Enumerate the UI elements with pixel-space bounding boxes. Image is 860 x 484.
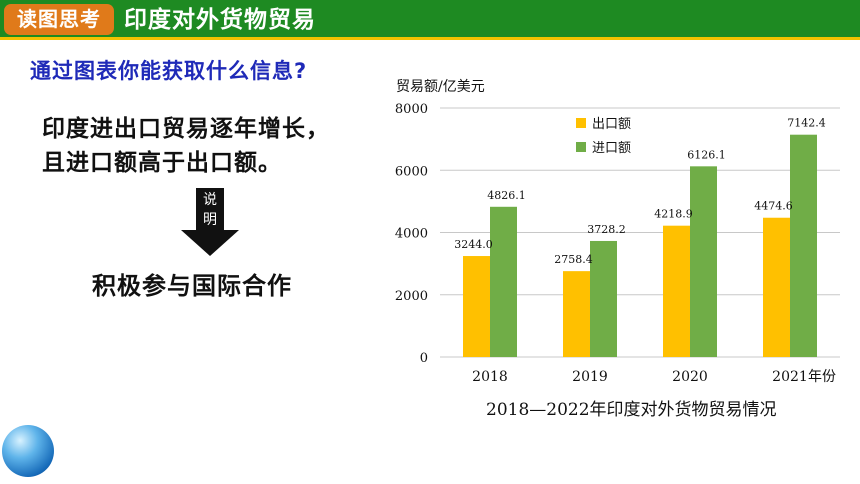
bar-export (663, 225, 690, 357)
explain-box (196, 188, 224, 232)
header-bar: 读图思考 印度对外货物贸易 (0, 0, 860, 40)
section-badge: 读图思考 (4, 4, 114, 35)
explain-label: 说 明 (196, 190, 224, 230)
page-title: 印度对外货物贸易 (124, 7, 316, 33)
bar-export (563, 271, 590, 357)
bar-import (690, 166, 717, 357)
data-label: 3728.2 (587, 223, 626, 236)
x-tick-label: 2019 (572, 369, 608, 385)
y-tick-label: 8000 (395, 102, 428, 117)
x-tick-label: 2020 (672, 369, 708, 385)
conclusion-text: 积极参与国际合作 (92, 272, 292, 300)
bar-export (463, 256, 490, 357)
y-axis-label: 贸易额/亿美元 (396, 79, 485, 95)
x-tick-label: 2021 (772, 369, 808, 385)
down-arrow-icon (181, 230, 239, 256)
data-label: 4826.1 (487, 189, 526, 202)
trade-bar-chart: 贸易额/亿美元 3244.0 4826.1 2758.4 3728.2 4218.9 61… (395, 79, 840, 420)
legend-label: 出口额 (592, 117, 631, 132)
legend-label: 进口额 (592, 141, 631, 156)
y-tick-label: 2000 (395, 289, 428, 304)
y-tick-label: 4000 (395, 227, 428, 242)
chart-title: 2018—2022年印度对外货物贸易情况 (486, 400, 777, 420)
y-tick-label: 0 (420, 351, 428, 366)
explain-char-2: 明 (203, 212, 217, 228)
legend-swatch (576, 142, 586, 152)
bar-export (763, 217, 790, 357)
question-text: 通过图表你能获取什么信息? (30, 59, 308, 83)
answer-text: 印度进出口贸易逐年增长，且进口额高于出口额。 (42, 116, 330, 176)
x-axis-label: 年份 (808, 369, 836, 385)
data-label: 4474.6 (754, 200, 793, 213)
globe-icon (2, 425, 54, 477)
legend-swatch (576, 118, 586, 128)
data-label: 2758.4 (554, 253, 593, 266)
bar-import (490, 206, 517, 357)
data-label: 3244.0 (454, 238, 493, 251)
bar-import (790, 134, 817, 357)
y-tick-label: 6000 (395, 164, 428, 179)
explain-char-1: 说 (203, 192, 217, 208)
bar-import (590, 240, 617, 357)
data-label: 7142.4 (787, 117, 826, 130)
data-label: 6126.1 (687, 148, 726, 161)
data-label: 4218.9 (654, 208, 693, 221)
x-tick-label: 2018 (472, 369, 508, 385)
